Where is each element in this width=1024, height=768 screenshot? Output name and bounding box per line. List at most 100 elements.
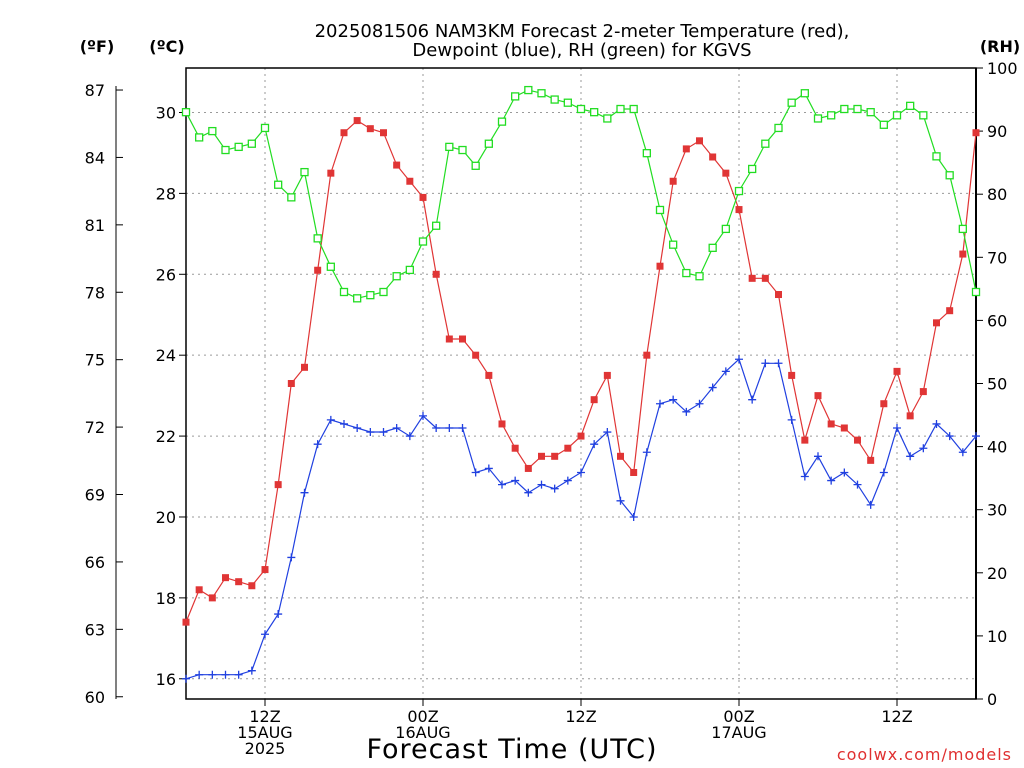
data-point-temperature <box>827 420 835 428</box>
tick-label-rh: 100 <box>987 59 1018 78</box>
tick-label-celsius: 28 <box>156 184 176 203</box>
data-point-dewpoint <box>893 423 901 432</box>
tick-label-rh: 70 <box>987 248 1007 267</box>
unit-label-fahrenheit: (ºF) <box>80 37 115 56</box>
data-point-dewpoint <box>340 419 348 428</box>
data-point-dewpoint <box>761 359 770 368</box>
data-point-temperature <box>366 125 374 133</box>
data-point-dewpoint <box>195 670 204 679</box>
data-point-dewpoint <box>392 423 401 432</box>
data-point-rh <box>616 104 625 114</box>
data-point-rh <box>748 164 757 174</box>
y-axis-fahrenheit: 60 63 66 69 72 75 78 81 84 87 <box>85 81 123 707</box>
data-point-temperature <box>775 291 782 299</box>
chart-title-line2: Dewpoint (blue), RH (green) for KGVS <box>412 40 751 61</box>
data-point-temperature <box>380 129 387 137</box>
data-point-dewpoint <box>814 452 822 461</box>
tick-label-x: 12Z <box>565 707 596 726</box>
unit-label-rh: (RH) <box>980 37 1020 56</box>
data-point-rh <box>458 145 467 155</box>
data-point-dewpoint <box>366 428 375 437</box>
data-point-temperature <box>472 351 480 359</box>
x-axis-label: Forecast Time (UTC) <box>366 734 657 765</box>
data-point-rh <box>300 167 309 177</box>
data-point-dewpoint <box>642 448 651 457</box>
data-point-dewpoint <box>708 383 717 392</box>
data-point-rh <box>695 272 704 281</box>
data-point-temperature <box>340 129 348 137</box>
data-point-temperature <box>590 396 598 404</box>
data-point-rh <box>392 272 401 281</box>
tick-label-x: 2025 <box>245 739 286 758</box>
data-point-rh <box>379 287 388 297</box>
data-point-rh <box>221 145 230 155</box>
data-point-rh <box>734 186 744 196</box>
data-point-dewpoint <box>919 444 928 453</box>
unit-label-celsius: (ºC) <box>149 37 184 56</box>
data-point-rh <box>774 123 783 133</box>
data-point-temperature <box>551 452 559 460</box>
data-point-dewpoint <box>695 399 704 408</box>
data-point-temperature <box>801 436 809 444</box>
data-point-rh <box>313 234 322 243</box>
data-point-dewpoint <box>682 407 691 416</box>
data-point-rh <box>932 152 941 161</box>
data-point-temperature <box>445 335 453 343</box>
data-point-rh <box>787 98 796 107</box>
data-point-dewpoint <box>182 674 190 683</box>
data-point-dewpoint <box>721 367 730 376</box>
data-point-rh <box>853 104 862 114</box>
series-temperature <box>182 117 980 626</box>
data-point-temperature <box>274 481 282 489</box>
data-point-dewpoint <box>958 448 967 457</box>
data-point-dewpoint <box>511 476 520 485</box>
data-point-temperature <box>919 388 927 396</box>
data-point-temperature <box>524 464 532 472</box>
tick-label-celsius: 30 <box>156 103 176 122</box>
tick-label-celsius: 16 <box>156 670 176 689</box>
data-point-dewpoint <box>419 411 427 420</box>
data-point-dewpoint <box>471 468 480 477</box>
data-point-rh <box>682 268 691 278</box>
tick-label-fahrenheit: 66 <box>85 553 105 572</box>
data-point-dewpoint <box>932 419 941 428</box>
data-point-dewpoint <box>577 468 585 477</box>
data-point-dewpoint <box>866 500 875 509</box>
data-point-dewpoint <box>800 472 809 481</box>
tick-label-rh: 50 <box>987 375 1007 394</box>
tick-label-rh: 10 <box>987 627 1007 646</box>
data-point-rh <box>208 126 217 136</box>
data-point-rh <box>471 161 480 170</box>
tick-label-rh: 0 <box>987 690 997 709</box>
data-point-dewpoint <box>379 428 388 437</box>
data-point-rh <box>971 287 981 297</box>
data-point-dewpoint <box>524 488 533 497</box>
data-point-temperature <box>538 452 545 460</box>
data-point-temperature <box>287 380 295 387</box>
data-point-temperature <box>946 307 954 315</box>
data-point-dewpoint <box>616 496 625 505</box>
data-point-rh <box>813 114 823 123</box>
data-point-temperature <box>893 367 901 375</box>
data-point-rh <box>906 101 915 111</box>
data-point-rh <box>497 117 507 126</box>
data-point-temperature <box>432 270 440 278</box>
data-point-rh <box>445 142 454 152</box>
data-point-temperature <box>498 420 506 428</box>
data-point-dewpoint <box>537 480 546 489</box>
tick-label-fahrenheit: 81 <box>85 216 105 235</box>
data-point-temperature <box>511 444 519 452</box>
data-point-rh <box>563 98 572 107</box>
data-point-temperature <box>301 363 308 371</box>
data-point-dewpoint <box>827 476 836 485</box>
data-point-rh <box>234 142 243 152</box>
data-point-temperature <box>933 319 940 327</box>
data-point-rh <box>511 92 520 101</box>
tick-label-fahrenheit: 72 <box>85 418 105 437</box>
data-point-dewpoint <box>840 468 849 477</box>
data-point-rh <box>260 123 270 133</box>
data-point-rh <box>432 221 441 230</box>
